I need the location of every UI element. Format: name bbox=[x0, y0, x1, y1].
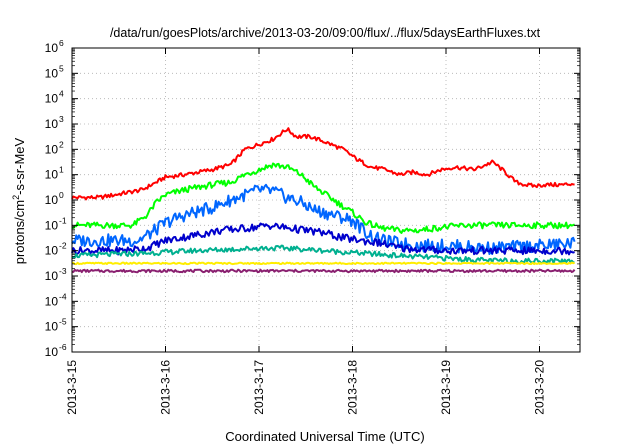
y-tick-label: 10 bbox=[45, 269, 59, 283]
y-tick-label: 10 bbox=[45, 142, 59, 156]
y-tick-exponent: -1 bbox=[59, 215, 67, 225]
y-tick-label: 10 bbox=[45, 345, 59, 359]
y-tick-exponent: 3 bbox=[59, 114, 64, 124]
y-tick-label: 10 bbox=[45, 168, 59, 182]
x-tick-label: 2013-3-19 bbox=[439, 360, 453, 415]
y-tick-exponent: -3 bbox=[59, 266, 67, 276]
series-line-6 bbox=[71, 261, 575, 266]
y-tick-label: 10 bbox=[45, 117, 59, 131]
series-group bbox=[71, 127, 576, 274]
series-line-4 bbox=[71, 222, 575, 256]
y-tick-label: 10 bbox=[45, 320, 59, 334]
x-tick-label: 2013-3-17 bbox=[252, 360, 266, 415]
series-line-5 bbox=[71, 244, 575, 265]
y-tick-exponent: -5 bbox=[59, 317, 67, 327]
y-tick-exponent: 1 bbox=[59, 165, 64, 175]
y-tick-exponent: -6 bbox=[59, 342, 67, 352]
y-tick-exponent: -2 bbox=[59, 241, 67, 251]
x-tick-label: 2013-3-20 bbox=[533, 360, 547, 415]
y-tick-exponent: -4 bbox=[59, 291, 67, 301]
y-tick-label: 10 bbox=[45, 218, 59, 232]
y-tick-label: 10 bbox=[45, 66, 59, 80]
y-tick-label: 10 bbox=[45, 244, 59, 258]
y-tick-exponent: 4 bbox=[59, 89, 64, 99]
y-tick-exponent: 6 bbox=[59, 38, 64, 48]
x-tick-labels: 2013-3-15 2013-3-16 2013-3-17 2013-3-18 2013… bbox=[65, 360, 547, 415]
y-tick-label: 10 bbox=[45, 92, 59, 106]
chart-title: /data/run/goesPlots/archive/2013-03-20/0… bbox=[110, 26, 541, 40]
y-tick-exponent: 0 bbox=[59, 190, 64, 200]
series-line-7 bbox=[72, 268, 576, 274]
x-tick-label: 2013-3-18 bbox=[346, 360, 360, 415]
y-tick-exponent: 5 bbox=[59, 63, 64, 73]
y-axis-label-suffix: -s-sr-MeV bbox=[12, 137, 27, 194]
y-tick-label: 10 bbox=[45, 193, 59, 207]
x-tick-label: 2013-3-15 bbox=[65, 360, 79, 415]
series-line-1 bbox=[71, 127, 575, 201]
y-axis-label-prefix: protons/cm bbox=[12, 200, 27, 264]
grid bbox=[72, 48, 580, 352]
y-axis-label: protons/cm2-s-sr-MeV bbox=[11, 137, 27, 264]
series-line-2 bbox=[71, 162, 576, 234]
x-axis-label: Coordinated Universal Time (UTC) bbox=[225, 429, 424, 444]
y-tick-exponent: 2 bbox=[59, 139, 64, 149]
x-tick-label: 2013-3-16 bbox=[159, 360, 173, 415]
series-line-3 bbox=[71, 183, 576, 255]
y-tick-label: 10 bbox=[45, 41, 59, 55]
axes bbox=[71, 47, 580, 353]
y-tick-labels: 10 -610 -510 -410 -310 -210 -110 010 110 210 310 41… bbox=[45, 38, 67, 359]
y-tick-label: 10 bbox=[45, 294, 59, 308]
y-axis-label-superscript: 2 bbox=[11, 195, 21, 200]
